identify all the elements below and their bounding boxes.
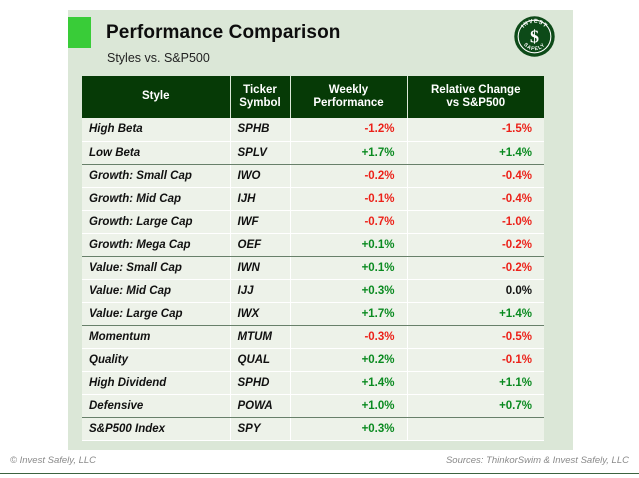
cell-weekly-performance: -0.1% [289,187,408,211]
cell-ticker-symbol: IWX [229,302,291,326]
table-header-row: Style Ticker Symbol Weekly Performance R… [82,76,544,118]
page-title: Performance Comparison [106,22,341,43]
column-header-relative-change: Relative Change vs S&P500 [406,76,544,118]
table-row: High Dividend SPHD +1.4% +1.1% [82,371,544,395]
column-header-style: Style [82,76,231,118]
table-row: Quality QUAL +0.2% -0.1% [82,348,544,372]
cell-style: Value: Small Cap [82,256,231,280]
cell-ticker-symbol: IJJ [229,279,291,303]
table-row: Value: Large Cap IWX +1.7% +1.4% [82,302,544,326]
cell-ticker-symbol: SPHD [229,371,291,395]
svg-text:INVEST: INVEST [521,19,549,30]
cell-relative-change: -0.2% [406,233,544,257]
cell-weekly-performance: +1.0% [289,394,408,418]
column-header-weekly-line2: Performance [313,96,384,109]
svg-text:$: $ [530,27,539,47]
column-header-weekly-performance: Weekly Performance [289,76,408,118]
cell-relative-change: -0.2% [406,256,544,280]
table-row: High Beta SPHB -1.2% -1.5% [82,118,544,142]
page-subtitle: Styles vs. S&P500 [107,51,210,65]
cell-relative-change: -0.1% [406,348,544,372]
cell-relative-change: -0.5% [406,325,544,349]
cell-style: Defensive [82,394,231,418]
cell-ticker-symbol: IWO [229,164,291,188]
table-row: S&P500 Index SPY +0.3% [82,417,544,441]
performance-table-wrapper: Style Ticker Symbol Weekly Performance R… [82,76,544,441]
cell-ticker-symbol: IWN [229,256,291,280]
cell-style: High Dividend [82,371,231,395]
cell-weekly-performance: +1.7% [289,141,408,165]
table-body: High Beta SPHB -1.2% -1.5% Low Beta SPLV +1.7%… [82,118,544,441]
cell-ticker-symbol: IJH [229,187,291,211]
table-row: Momentum MTUM -0.3% -0.5% [82,325,544,349]
cell-weekly-performance: -1.2% [289,118,408,142]
cell-style: Low Beta [82,141,231,165]
table-header: Style Ticker Symbol Weekly Performance R… [82,76,544,118]
invest-safely-logo-icon: INVEST SAFELY $ [513,15,556,58]
table-row: Low Beta SPLV +1.7% +1.4% [82,141,544,165]
table-row: Growth: Large Cap IWF -0.7% -1.0% [82,210,544,234]
cell-style: Momentum [82,325,231,349]
cell-relative-change: -0.4% [406,187,544,211]
cell-ticker-symbol: SPHB [229,118,291,142]
cell-weekly-performance: -0.3% [289,325,408,349]
cell-relative-change: -0.4% [406,164,544,188]
table-row: Value: Mid Cap IJJ +0.3% 0.0% [82,279,544,303]
table-row: Defensive POWA +1.0% +0.7% [82,394,544,418]
cell-weekly-performance: +1.4% [289,371,408,395]
cell-relative-change: -1.5% [406,118,544,142]
cell-relative-change: +0.7% [406,394,544,418]
cell-ticker-symbol: QUAL [229,348,291,372]
cell-weekly-performance: +0.2% [289,348,408,372]
svg-text:SAFELY: SAFELY [522,42,547,52]
cell-relative-change [406,417,544,441]
cell-weekly-performance: -0.7% [289,210,408,234]
cell-style: High Beta [82,118,231,142]
table-row: Growth: Mid Cap IJH -0.1% -0.4% [82,187,544,211]
cell-style: Growth: Small Cap [82,164,231,188]
cell-style: Growth: Mid Cap [82,187,231,211]
cell-ticker-symbol: MTUM [229,325,291,349]
cell-weekly-performance: -0.2% [289,164,408,188]
footer-copyright: © Invest Safely, LLC [10,455,97,466]
cell-style: S&P500 Index [82,417,231,441]
cell-style: Growth: Large Cap [82,210,231,234]
cell-ticker-symbol: SPY [229,417,291,441]
column-header-weekly-line1: Weekly [328,83,369,96]
table-row: Growth: Mega Cap OEF +0.1% -0.2% [82,233,544,257]
cell-style: Quality [82,348,231,372]
table-row: Value: Small Cap IWN +0.1% -0.2% [82,256,544,280]
cell-ticker-symbol: SPLV [229,141,291,165]
cell-relative-change: +1.4% [406,141,544,165]
cell-ticker-symbol: OEF [229,233,291,257]
column-header-ticker-line2: Symbol [239,96,281,109]
cell-relative-change: 0.0% [406,279,544,303]
footer-sources: Sources: ThinkorSwim & Invest Safely, LL… [445,455,629,466]
cell-ticker-symbol: IWF [229,210,291,234]
bottom-divider [0,472,639,474]
column-header-ticker-symbol: Ticker Symbol [229,76,291,118]
column-header-relative-line2: vs S&P500 [446,96,506,109]
cell-weekly-performance: +1.7% [289,302,408,326]
slide-panel: Performance Comparison Styles vs. S&P500… [68,10,573,450]
cell-ticker-symbol: POWA [229,394,291,418]
cell-weekly-performance: +0.1% [289,256,408,280]
cell-weekly-performance: +0.3% [289,417,408,441]
column-header-style-label: Style [142,90,170,103]
cell-style: Value: Large Cap [82,302,231,326]
cell-relative-change: -1.0% [406,210,544,234]
cell-weekly-performance: +0.1% [289,233,408,257]
cell-style: Growth: Mega Cap [82,233,231,257]
performance-comparison-table: Style Ticker Symbol Weekly Performance R… [82,76,544,441]
column-header-ticker-line1: Ticker [243,83,277,96]
accent-square [68,17,91,48]
table-row: Growth: Small Cap IWO -0.2% -0.4% [82,164,544,188]
cell-style: Value: Mid Cap [82,279,231,303]
cell-relative-change: +1.4% [406,302,544,326]
column-header-relative-line1: Relative Change [431,83,521,96]
cell-relative-change: +1.1% [406,371,544,395]
cell-weekly-performance: +0.3% [289,279,408,303]
